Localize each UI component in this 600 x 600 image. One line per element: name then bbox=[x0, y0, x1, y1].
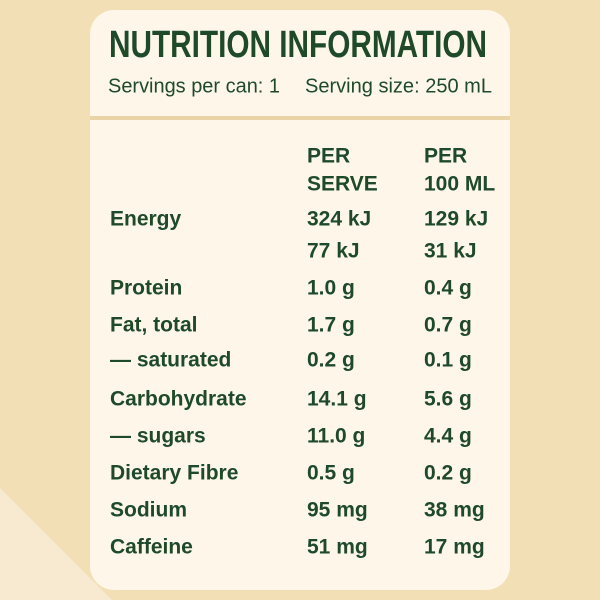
row-value: 77 kJ bbox=[307, 240, 360, 263]
row-label: Fat, total bbox=[110, 314, 198, 337]
row-value: 0.4 g bbox=[424, 277, 472, 300]
row-value: 324 kJ bbox=[307, 208, 371, 231]
row-label: Energy bbox=[110, 208, 182, 231]
row-value: 0.7 g bbox=[424, 314, 472, 337]
row-value: 51 mg bbox=[307, 536, 368, 559]
row-value: 129 kJ bbox=[424, 208, 488, 231]
row-value: 38 mg bbox=[424, 499, 485, 522]
row-value: 31 kJ bbox=[424, 240, 477, 263]
row-label: Protein bbox=[110, 277, 182, 300]
serving-size: Serving size: 250 mL bbox=[305, 75, 492, 97]
column-header: SERVE bbox=[307, 173, 378, 196]
row-value: 17 mg bbox=[424, 536, 485, 559]
row-value: 1.0 g bbox=[307, 277, 355, 300]
row-label: Sodium bbox=[110, 499, 187, 522]
row-label: Caffeine bbox=[110, 536, 193, 559]
row-label: — saturated bbox=[110, 349, 231, 372]
row-label: Dietary Fibre bbox=[110, 462, 238, 485]
row-value: 0.5 g bbox=[307, 462, 355, 485]
label-card bbox=[90, 10, 510, 590]
nutrition-table: PER SERVE PER 100 ML Energy 324 kJ 77 kJ 129 kJ… bbox=[110, 145, 495, 559]
row-value: 5.6 g bbox=[424, 388, 472, 411]
background-shape bbox=[0, 488, 112, 600]
row-value: 14.1 g bbox=[307, 388, 367, 411]
column-header: 100 ML bbox=[424, 173, 495, 196]
row-value: 4.4 g bbox=[424, 425, 472, 448]
column-header: PER bbox=[424, 145, 467, 168]
row-value: 0.2 g bbox=[307, 349, 355, 372]
servings: Servings per can: 1 bbox=[108, 75, 280, 97]
row-value: 95 mg bbox=[307, 499, 368, 522]
row-value: 0.2 g bbox=[424, 462, 472, 485]
title: NUTRITION INFORMATION bbox=[109, 24, 487, 66]
row-value: 11.0 g bbox=[307, 425, 365, 448]
column-header: PER bbox=[307, 145, 350, 168]
row-value: 1.7 g bbox=[307, 314, 355, 337]
row-value: 0.1 g bbox=[424, 349, 472, 372]
row-label: Carbohydrate bbox=[110, 388, 247, 411]
row-label: — sugars bbox=[110, 425, 206, 448]
